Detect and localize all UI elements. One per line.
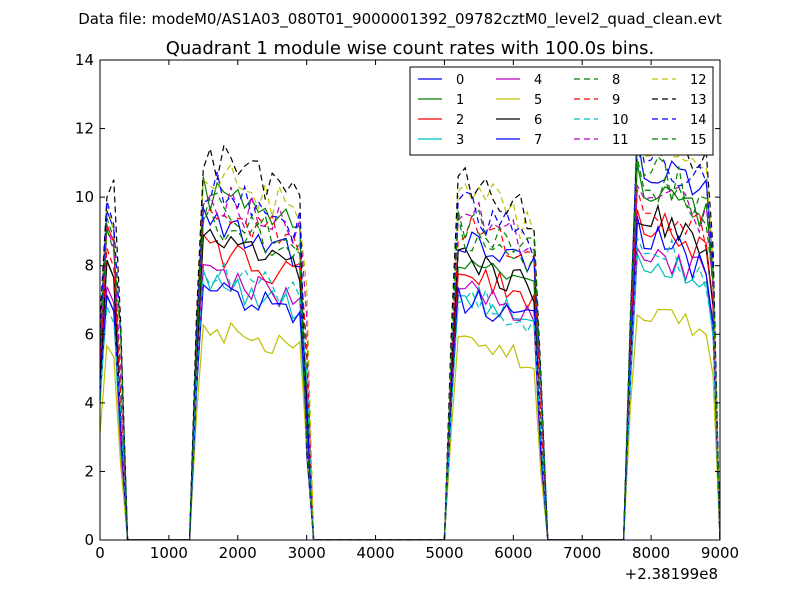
legend-label: 12 xyxy=(690,73,707,88)
y-tick-label: 10 xyxy=(75,188,94,206)
legend-label: 11 xyxy=(612,133,629,148)
legend-label: 9 xyxy=(612,93,620,108)
x-tick-label: 6000 xyxy=(494,544,532,562)
x-tick-label: 3000 xyxy=(288,544,326,562)
y-tick-label: 14 xyxy=(75,51,94,69)
series-line-7 xyxy=(100,216,720,540)
legend-label: 2 xyxy=(456,113,464,128)
legend-label: 14 xyxy=(690,113,707,128)
series-line-2 xyxy=(100,209,720,540)
legend-label: 1 xyxy=(456,93,464,108)
legend-label: 8 xyxy=(612,73,620,88)
x-tick-label: 7000 xyxy=(563,544,601,562)
legend-label: 6 xyxy=(534,113,542,128)
ticks-layer: 0 1000 2000 3000 4000 5000 6000 7000 8000 9000 0 2 4… xyxy=(75,51,739,562)
x-tick-label: 9000 xyxy=(701,544,739,562)
legend-label: 5 xyxy=(534,93,542,108)
plot-frame xyxy=(99,59,721,541)
series-line-10 xyxy=(100,237,720,540)
x-tick-label: 0 xyxy=(95,544,105,562)
y-tick-label: 12 xyxy=(75,120,94,138)
x-tick-label: 5000 xyxy=(425,544,463,562)
legend-label: 13 xyxy=(690,93,707,108)
legend-label: 10 xyxy=(612,113,629,128)
series-line-6 xyxy=(100,203,720,540)
chart-suptitle: Data file: modeM0/AS1A03_080T01_90000013… xyxy=(78,10,722,29)
legend-label: 4 xyxy=(534,73,542,88)
series-line-15 xyxy=(100,144,720,540)
x-tick-label: 1000 xyxy=(150,544,188,562)
legend-label: 15 xyxy=(690,133,707,148)
legend-label: 0 xyxy=(456,73,464,88)
y-tick-label: 8 xyxy=(84,257,94,275)
y-tick-label: 2 xyxy=(84,462,94,480)
series-line-3 xyxy=(100,253,720,540)
legend-label: 3 xyxy=(456,133,464,148)
x-axis-offset-label: +2.38199e8 xyxy=(625,565,718,583)
x-tick-label: 8000 xyxy=(632,544,670,562)
series-line-1 xyxy=(100,163,720,540)
series-line-4 xyxy=(100,245,720,540)
y-tick-label: 6 xyxy=(84,325,94,343)
y-tick-label: 0 xyxy=(84,531,94,549)
legend-box xyxy=(409,66,714,156)
chart-title: Quadrant 1 module wise count rates with … xyxy=(166,38,655,59)
series-line-5 xyxy=(100,308,720,540)
x-tick-label: 2000 xyxy=(219,544,257,562)
y-tick-label: 4 xyxy=(84,394,94,412)
series-layer xyxy=(100,123,720,540)
x-tick-label: 4000 xyxy=(356,544,394,562)
legend-label: 7 xyxy=(534,133,542,148)
